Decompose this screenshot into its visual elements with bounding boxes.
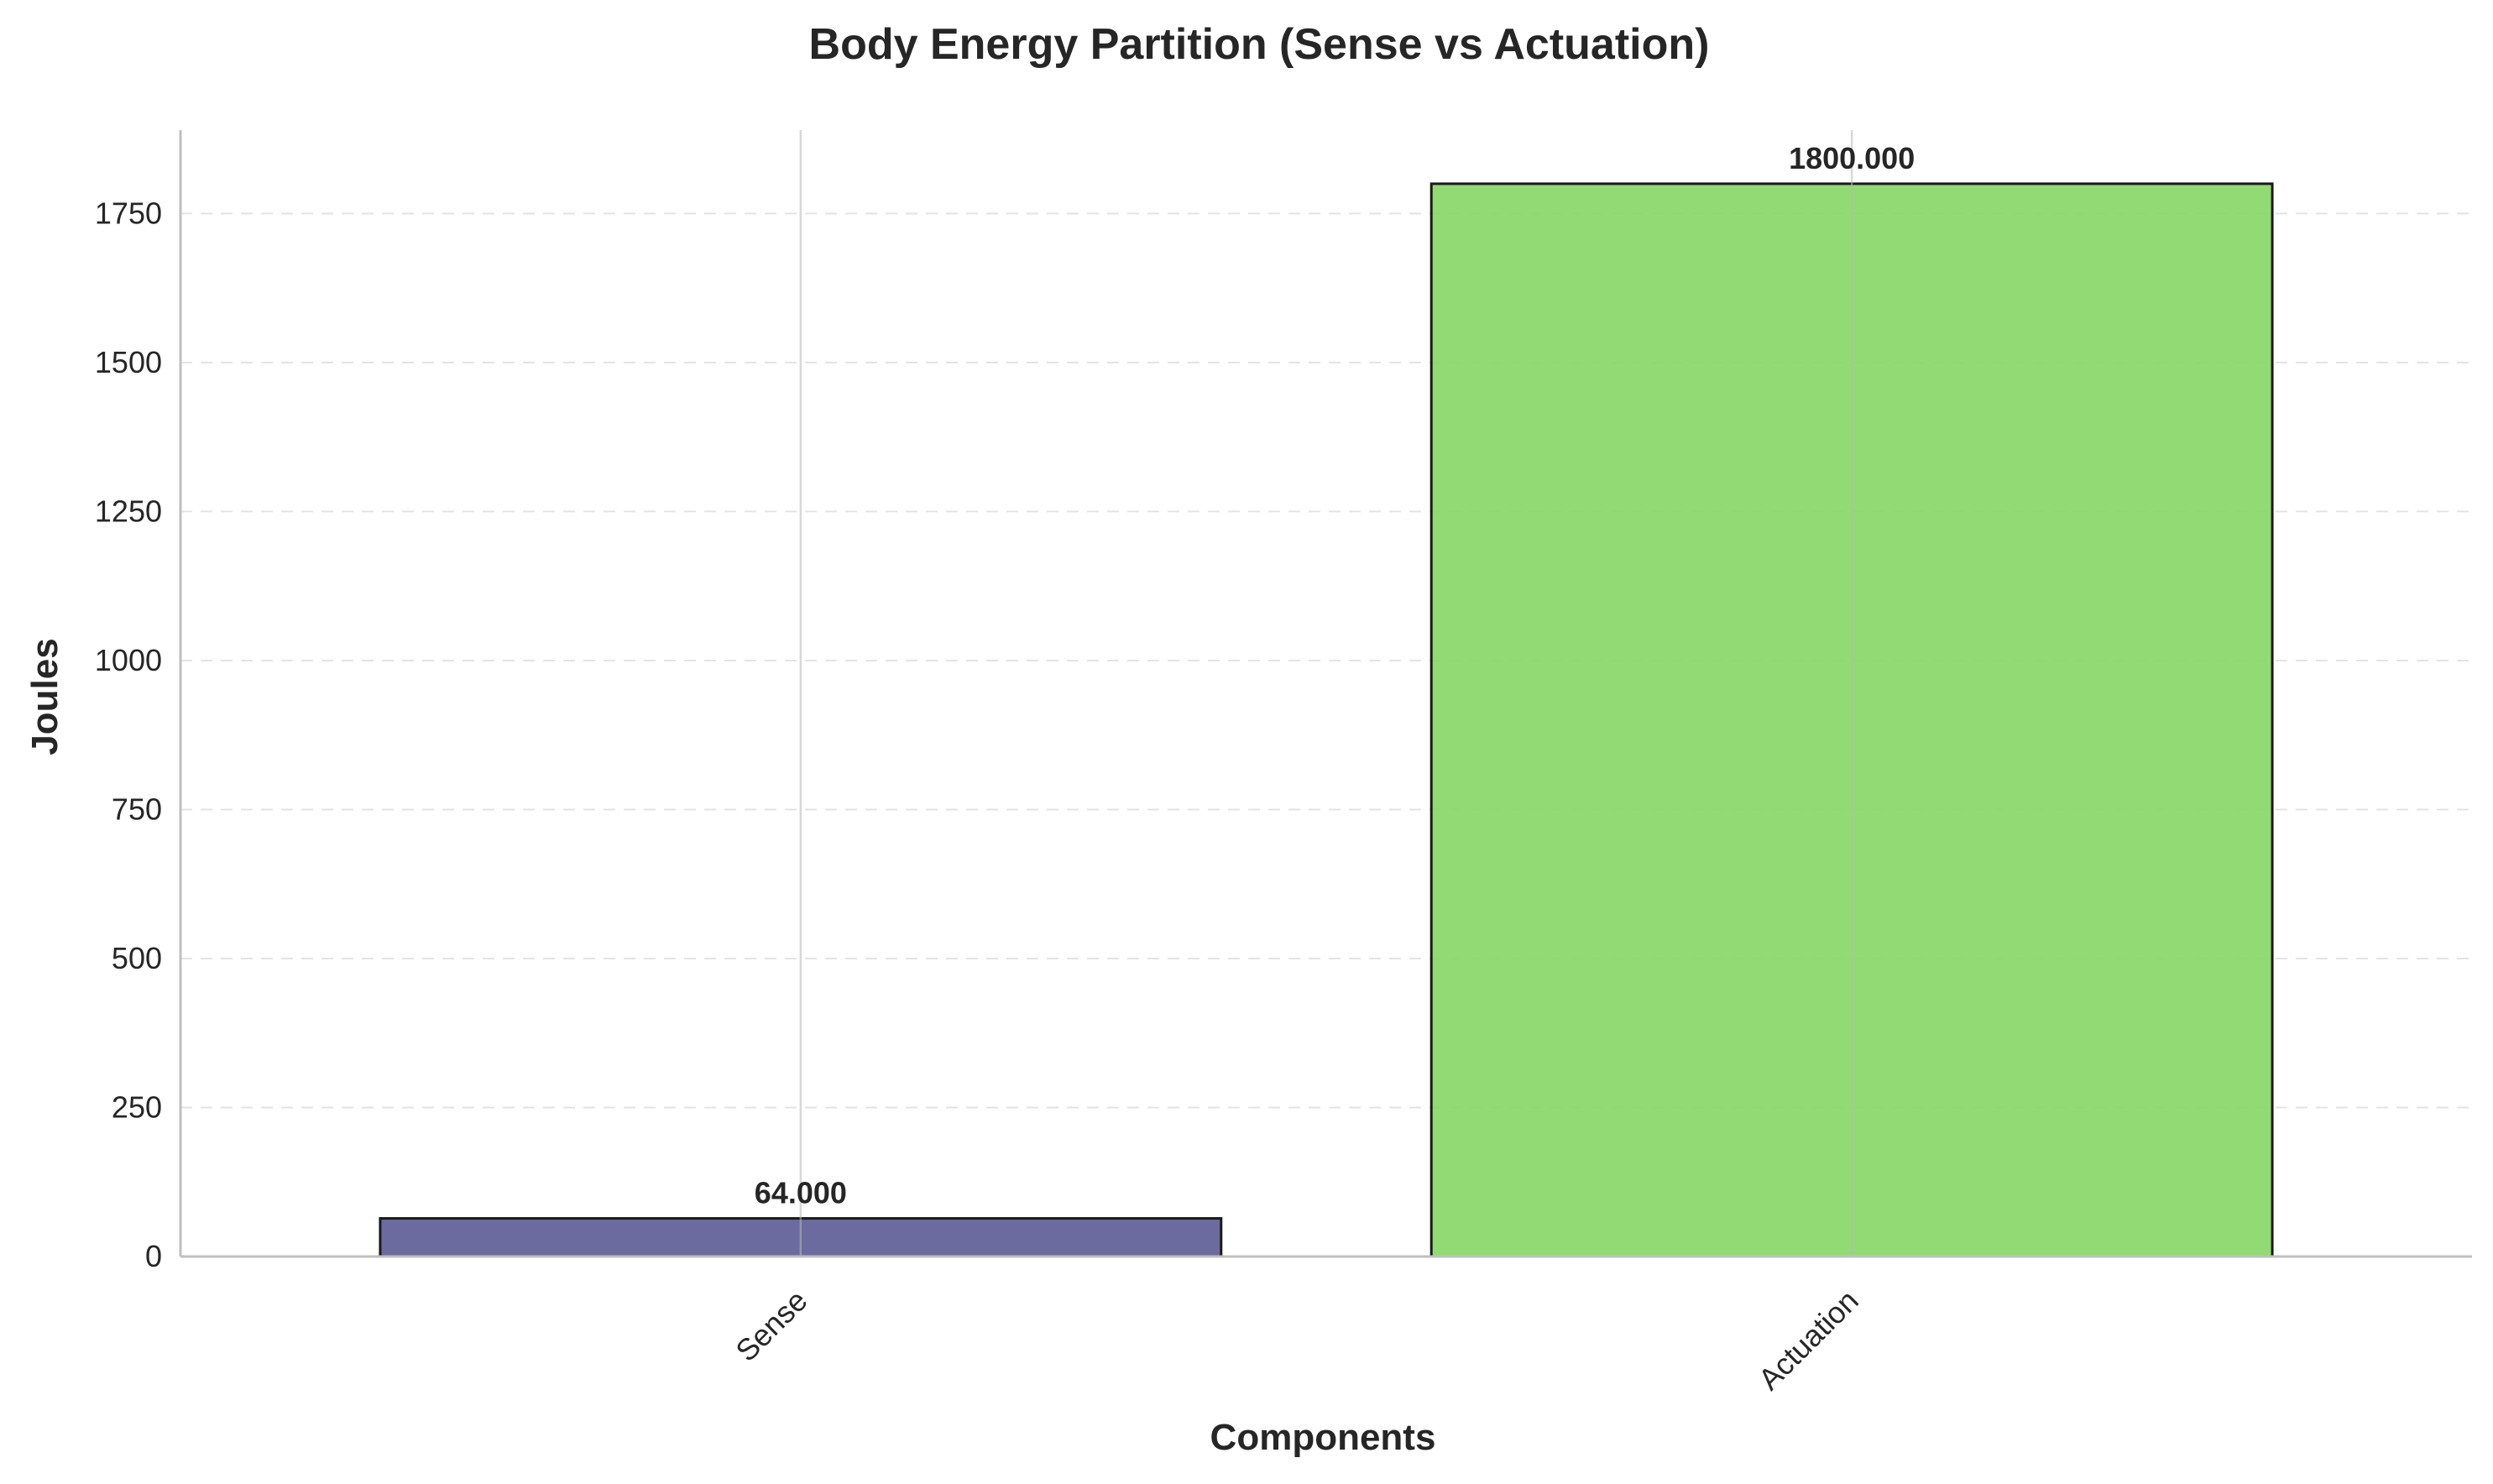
y-tick-label-6: 1500 <box>95 345 162 379</box>
y-tick-label-3: 750 <box>112 792 162 826</box>
y-tick-label-7: 1750 <box>95 196 162 230</box>
x-ticks-layer: Sense Actuation <box>729 1283 1864 1397</box>
y-axis-label: Joules <box>24 638 65 755</box>
x-tick-label-sense: Sense <box>729 1283 813 1368</box>
y-ticks-layer: 0 250 500 750 1000 1250 1500 1750 <box>95 196 162 1273</box>
y-tick-label-5: 1250 <box>95 494 162 528</box>
data-label-sense: 64.000 <box>755 1176 847 1210</box>
x-axis-label: Components <box>1210 1417 1436 1458</box>
chart-title: Body Energy Partition (Sense vs Actuatio… <box>809 20 1710 69</box>
y-tick-label-0: 0 <box>145 1239 162 1273</box>
vertical-grid-layer <box>799 130 1853 1257</box>
x-tick-label-actuation: Actuation <box>1752 1283 1865 1397</box>
y-tick-label-1: 250 <box>112 1089 162 1124</box>
y-tick-label-4: 1000 <box>95 643 162 677</box>
data-labels-layer: 64.000 1800.000 <box>755 141 1915 1210</box>
y-tick-label-2: 500 <box>112 941 162 975</box>
axes-layer <box>179 130 2472 1258</box>
bars-layer <box>379 182 2274 1258</box>
data-label-actuation: 1800.000 <box>1789 141 1915 175</box>
